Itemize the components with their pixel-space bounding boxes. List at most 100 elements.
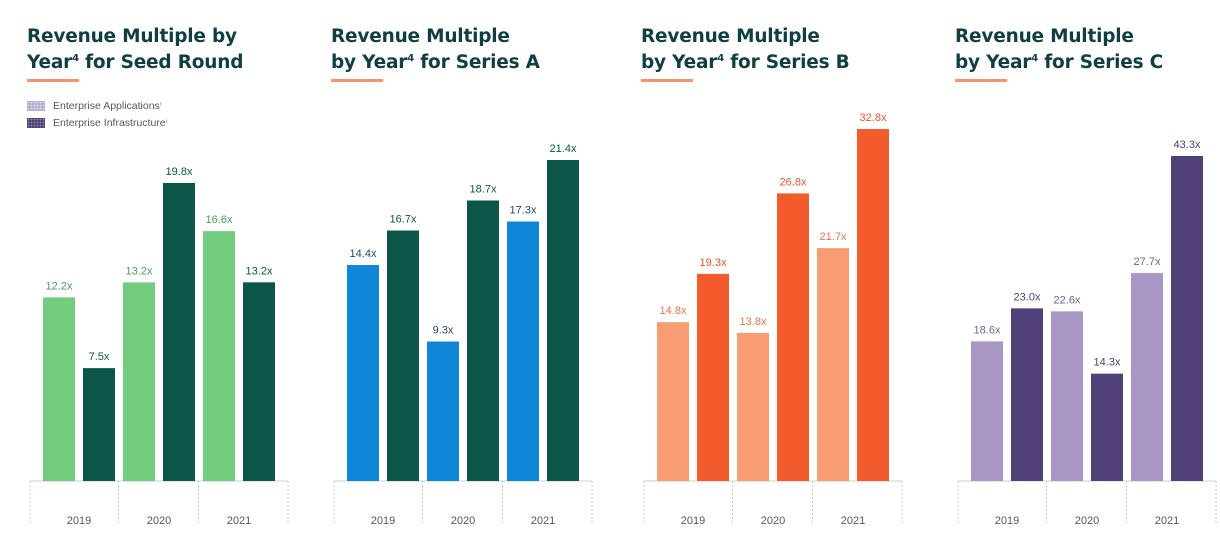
bar-infrastructure-2021 <box>857 129 889 481</box>
title-line-1: Revenue Multiple by <box>27 26 237 47</box>
bar-infrastructure-2020 <box>777 193 809 481</box>
bar-applications-2020 <box>427 341 459 481</box>
category-label: 2021 <box>1155 515 1179 527</box>
title-line-2: Year4 for Seed Round <box>27 50 317 76</box>
data-label: 23.0x <box>1014 291 1041 303</box>
data-label: 19.8x <box>166 166 193 178</box>
bar-infrastructure-2021 <box>547 160 579 481</box>
footnote-mark: 4 <box>717 53 724 64</box>
bar-infrastructure-2020 <box>467 200 499 481</box>
data-label: 16.6x <box>206 214 233 226</box>
data-label: 19.3x <box>700 257 727 269</box>
bar-applications-2019 <box>43 297 75 481</box>
data-label: 21.7x <box>820 231 847 243</box>
data-label: 9.3x <box>433 325 454 337</box>
chart-panel-series-a: Revenue Multiple by Year4 for Series A 1… <box>331 0 621 543</box>
bar-chart-series-a: 14.4x 16.7x 2019 9.3x 18.7x 2020 17.3x 21.4x 202… <box>333 143 593 527</box>
title-suffix: for Seed Round <box>78 52 244 73</box>
legend-swatch-apps <box>27 100 45 111</box>
category-label: 2021 <box>531 515 555 527</box>
footnote-mark: 4 <box>1031 53 1038 64</box>
title-year: by Year <box>641 52 718 73</box>
bar-applications-2021 <box>203 231 235 481</box>
title-line-1: Revenue Multiple <box>955 26 1134 47</box>
title-suffix: for Series A <box>413 52 540 73</box>
bar-applications-2020 <box>1051 311 1083 481</box>
data-label: 18.7x <box>470 184 497 196</box>
category-label: 2020 <box>147 515 171 527</box>
bar-infrastructure-2019 <box>387 230 419 481</box>
bar-chart-seed: 12.2x 7.5x 2019 13.2x 19.8x 2020 16.6x 13.2x 202… <box>29 166 289 527</box>
legend-footnote-mark: ¹ <box>159 102 162 109</box>
bar-infrastructure-2020 <box>1091 373 1123 481</box>
bar-applications-2019 <box>657 322 689 481</box>
chart-panel-series-c: Revenue Multiple by Year4 for Series C 1… <box>955 0 1220 543</box>
title-line-2: by Year4 for Series B <box>641 50 931 76</box>
bar-chart-series-c: 18.6x 23.0x 2019 22.6x 14.3x 2020 27.7x 43.3x 20… <box>957 139 1217 527</box>
bar-infrastructure-2020 <box>163 183 195 481</box>
bar-infrastructure-2019 <box>1011 308 1043 481</box>
bar-applications-2021 <box>817 248 849 481</box>
category-label: 2020 <box>761 515 785 527</box>
chart-title: Revenue Multiple by Year4 for Series A <box>331 24 621 76</box>
category-label: 2021 <box>227 515 251 527</box>
title-line-1: Revenue Multiple <box>331 26 510 47</box>
data-label: 16.7x <box>390 214 417 226</box>
legend-item-infra: Enterprise Infrastructure ¹ <box>27 114 168 131</box>
data-label: 22.6x <box>1054 294 1081 306</box>
chart-title: Revenue Multiple by Year4 for Seed Round <box>27 24 317 76</box>
data-label: 7.5x <box>89 351 110 363</box>
title-line-2: by Year4 for Series C <box>955 50 1220 76</box>
data-label: 12.2x <box>46 280 73 292</box>
data-label: 43.3x <box>1174 139 1201 151</box>
legend-label-apps: Enterprise Applications <box>53 99 160 112</box>
chart-panel-seed: Revenue Multiple by Year4 for Seed Round… <box>27 0 317 543</box>
category-label: 2019 <box>371 515 395 527</box>
data-label: 13.2x <box>246 265 273 277</box>
data-label: 13.2x <box>126 265 153 277</box>
category-label: 2021 <box>841 515 865 527</box>
bar-applications-2019 <box>971 341 1003 481</box>
bar-infrastructure-2021 <box>1171 156 1203 481</box>
data-label: 18.6x <box>974 324 1001 336</box>
footnote-mark: 4 <box>72 53 79 64</box>
title-year: by Year <box>955 52 1032 73</box>
legend-footnote-mark: ¹ <box>165 119 168 126</box>
title-line-1: Revenue Multiple <box>641 26 820 47</box>
data-label: 32.8x <box>860 112 887 124</box>
bar-applications-2020 <box>737 332 769 481</box>
title-year: by Year <box>331 52 408 73</box>
data-label: 17.3x <box>510 205 537 217</box>
title-suffix: for Series B <box>723 52 850 73</box>
title-suffix: for Series C <box>1037 52 1164 73</box>
data-label: 26.8x <box>780 176 807 188</box>
bar-chart-series-b: 14.8x 19.3x 2019 13.8x 26.8x 2020 21.7x 32.8x 20… <box>643 112 903 527</box>
bar-applications-2021 <box>1131 273 1163 481</box>
title-underline <box>27 79 79 82</box>
data-label: 14.3x <box>1094 357 1121 369</box>
chart-title: Revenue Multiple by Year4 for Series B <box>641 24 931 76</box>
data-label: 14.4x <box>350 248 377 260</box>
legend-label-infra: Enterprise Infrastructure <box>53 116 166 129</box>
category-label: 2020 <box>1075 515 1099 527</box>
bar-infrastructure-2019 <box>83 368 115 481</box>
footnote-mark: 4 <box>407 53 414 64</box>
legend-item-apps: Enterprise Applications ¹ <box>27 97 168 114</box>
category-label: 2019 <box>681 515 705 527</box>
data-label: 27.7x <box>1134 256 1161 268</box>
bar-applications-2020 <box>123 282 155 481</box>
title-year: Year <box>27 52 73 73</box>
bar-infrastructure-2019 <box>697 273 729 481</box>
chart-title: Revenue Multiple by Year4 for Series C <box>955 24 1220 76</box>
bar-applications-2019 <box>347 265 379 481</box>
data-label: 14.8x <box>660 305 687 317</box>
bar-infrastructure-2021 <box>243 282 275 481</box>
legend-swatch-infra <box>27 117 45 128</box>
bar-applications-2021 <box>507 221 539 481</box>
data-label: 13.8x <box>740 316 767 328</box>
chart-panel-series-b: Revenue Multiple by Year4 for Series B 1… <box>641 0 931 543</box>
category-label: 2019 <box>67 515 91 527</box>
title-line-2: by Year4 for Series A <box>331 50 621 76</box>
data-label: 21.4x <box>550 143 577 155</box>
category-label: 2019 <box>995 515 1019 527</box>
